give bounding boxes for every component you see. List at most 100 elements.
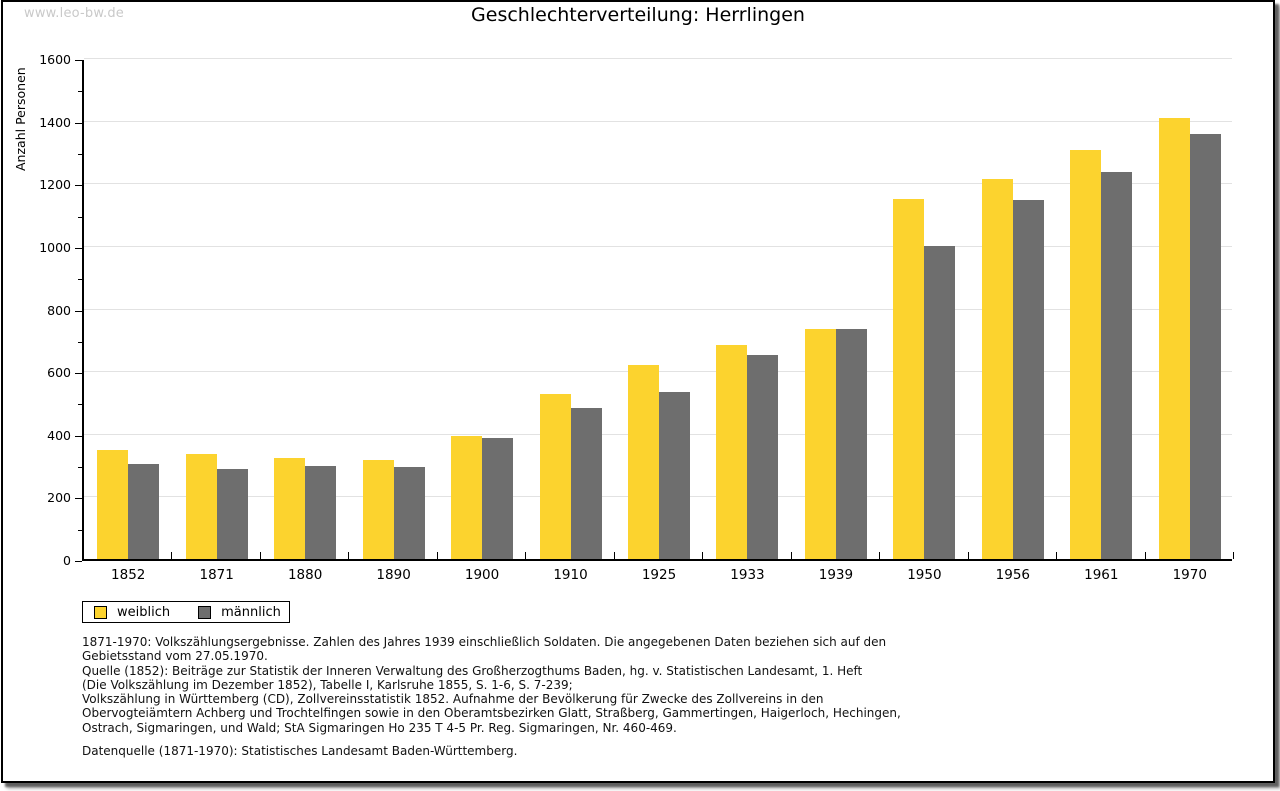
gridline-1600 <box>84 58 1232 59</box>
footnotes: 1871-1970: Volkszählungsergebnisse. Zahl… <box>82 635 901 758</box>
bar-maennlich-1961 <box>1101 171 1133 559</box>
footnote-line-1: 1871-1970: Volkszählungsergebnisse. Zahl… <box>82 635 887 649</box>
y-axis-label-1400: 1400 <box>39 114 71 130</box>
bar-maennlich-1880 <box>305 466 337 559</box>
bar-maennlich-1900 <box>482 438 514 559</box>
bar-weiblich-1970 <box>1158 117 1190 559</box>
x-tick-3 <box>348 552 350 559</box>
legend-label: weiblich <box>117 604 171 620</box>
x-axis-label-1880: 1880 <box>287 567 323 583</box>
bar-maennlich-1925 <box>659 391 690 559</box>
plot-area <box>82 58 1234 561</box>
bar-maennlich-1956 <box>1012 200 1044 559</box>
bar-weiblich-1961 <box>1070 149 1102 559</box>
bar-maennlich-1852 <box>128 463 160 559</box>
y-tick-300 <box>78 467 82 469</box>
bar-weiblich-1925 <box>628 365 659 559</box>
y-tick-1500 <box>78 91 82 93</box>
footnote-line-6: Obervogteiämtern Achberg und Trochtelfin… <box>82 706 901 721</box>
y-tick-700 <box>78 341 82 343</box>
datasource-line: Datenquelle (1871-1970): Statistisches L… <box>82 744 518 759</box>
y-tick-1000 <box>75 247 82 249</box>
y-tick-1600 <box>75 60 82 61</box>
bar-weiblich-1910 <box>539 393 571 559</box>
bar-weiblich-1956 <box>981 178 1013 559</box>
bar-weiblich-1900 <box>451 435 483 559</box>
y-axis-label-800: 800 <box>47 302 71 318</box>
y-axis-label-400: 400 <box>47 427 71 443</box>
y-tick-1300 <box>78 153 82 155</box>
gridline-800 <box>84 308 1232 310</box>
legend-label: männlich <box>221 604 281 620</box>
x-tick-10 <box>967 552 969 559</box>
y-tick-500 <box>78 404 82 406</box>
x-axis-label-1871: 1871 <box>199 567 234 583</box>
y-tick-0 <box>75 561 82 562</box>
y-axis-label-1200: 1200 <box>39 177 71 193</box>
bar-maennlich-1890 <box>393 467 425 559</box>
legend-item-weiblich: weiblich <box>94 605 170 620</box>
x-axis-label-1970: 1970 <box>1172 567 1207 583</box>
legend-swatch-icon <box>198 605 212 619</box>
x-axis-label-1925: 1925 <box>641 567 677 583</box>
x-tick-6 <box>613 552 615 559</box>
x-tick-5 <box>525 552 527 559</box>
bar-maennlich-1871 <box>216 468 248 559</box>
bar-maennlich-1970 <box>1189 133 1221 559</box>
gridline-1400 <box>84 120 1232 122</box>
x-axis-label-1939: 1939 <box>818 567 854 583</box>
y-tick-900 <box>78 279 82 281</box>
bar-weiblich-1871 <box>185 454 217 559</box>
x-tick-4 <box>436 552 438 559</box>
legend-item-maennlich: männlich <box>198 605 281 620</box>
y-tick-1100 <box>78 216 82 218</box>
bar-weiblich-1890 <box>362 460 394 559</box>
y-tick-200 <box>75 498 82 500</box>
y-tick-400 <box>75 435 82 437</box>
x-axis-label-1900: 1900 <box>464 567 500 583</box>
footnote-line-2: Gebietsstand vom 27.05.1970. <box>82 649 268 664</box>
bar-weiblich-1939 <box>804 328 836 559</box>
y-tick-800 <box>75 310 82 312</box>
y-axis-label-1600: 1600 <box>39 52 71 67</box>
bar-weiblich-1880 <box>274 458 306 559</box>
bar-maennlich-1910 <box>570 407 602 559</box>
legend: weiblich männlich <box>82 601 290 623</box>
x-axis-label-1910: 1910 <box>553 567 588 583</box>
chart-title: Geschlechterverteilung: Herrlingen <box>471 4 805 26</box>
bar-maennlich-1933 <box>747 355 779 559</box>
y-axis-label-1000: 1000 <box>39 239 71 255</box>
y-tick-600 <box>75 373 82 375</box>
bar-maennlich-1939 <box>835 328 867 559</box>
y-axis-label-200: 200 <box>47 490 71 506</box>
bar-maennlich-1950 <box>924 245 956 559</box>
y-tick-100 <box>78 529 82 531</box>
x-axis-label-1956: 1956 <box>995 567 1031 583</box>
x-axis-label-1933: 1933 <box>730 567 765 583</box>
x-tick-12 <box>1144 552 1146 559</box>
x-tick-11 <box>1056 552 1058 559</box>
footnote-line-4: (Die Volkszählung im Dezember 1852), Tab… <box>82 677 573 692</box>
x-tick-1 <box>171 552 173 559</box>
bar-weiblich-1852 <box>97 450 129 559</box>
x-tick-7 <box>702 552 704 559</box>
gridline-1200 <box>84 183 1232 185</box>
x-axis-label-1950: 1950 <box>907 567 942 583</box>
bar-weiblich-1950 <box>893 199 925 559</box>
footnote-line-7: Ostrach, Sigmaringen, und Wald; StA Sigm… <box>82 720 677 735</box>
x-axis-label-1852: 1852 <box>111 567 146 583</box>
x-tick-2 <box>259 552 261 559</box>
y-axis-label-600: 600 <box>47 365 71 381</box>
gridline-1000 <box>84 245 1232 247</box>
x-tick-13 <box>1233 552 1234 559</box>
watermark: www.leo-bw.de <box>24 6 125 21</box>
footnote-line-3: Quelle (1852): Beiträge zur Statistik de… <box>82 663 863 678</box>
x-axis-label-1890: 1890 <box>376 567 411 583</box>
x-axis-label-1961: 1961 <box>1084 567 1119 583</box>
footnote-line-5: Volkszählung in Württemberg (CD), Zollve… <box>82 692 824 707</box>
legend-swatch-icon <box>94 605 107 619</box>
x-tick-9 <box>879 552 881 559</box>
y-tick-1400 <box>75 122 82 124</box>
x-tick-8 <box>790 552 792 559</box>
